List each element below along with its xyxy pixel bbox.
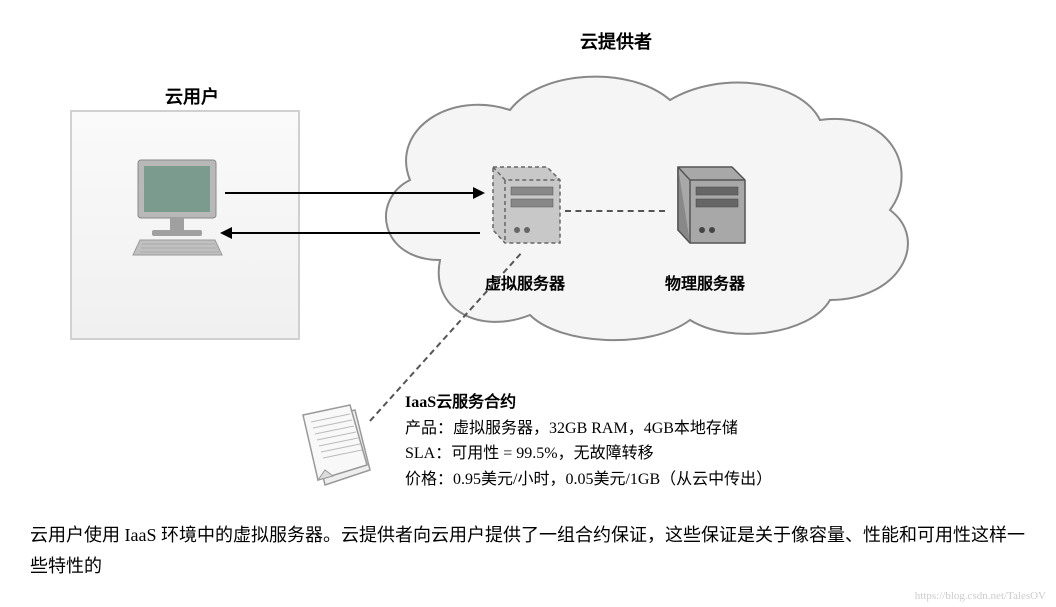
contract-title: IaaS云服务合约 xyxy=(405,390,772,416)
cloud-user-label: 云用户 xyxy=(165,83,219,109)
arrow-to-cloud-head xyxy=(473,187,485,199)
contract-product-value: 虚拟服务器，32GB RAM，4GB本地存储 xyxy=(453,420,738,437)
physical-server-icon xyxy=(660,155,750,250)
contract-price-value: 0.95美元/小时，0.05美元/1GB（从云中传出） xyxy=(453,471,772,488)
cloud-provider-label: 云提供者 xyxy=(580,28,652,54)
arrow-to-cloud xyxy=(225,192,473,194)
cloud-icon xyxy=(360,60,930,350)
virtual-server-icon xyxy=(475,155,565,250)
document-icon xyxy=(295,400,385,500)
contract-sla-label: SLA： xyxy=(405,445,451,462)
arrow-from-cloud xyxy=(232,232,480,234)
arrow-from-cloud-head xyxy=(220,227,232,239)
physical-server-label: 物理服务器 xyxy=(650,270,760,294)
caption-text: 云用户使用 IaaS 环境中的虚拟服务器。云提供者向云用户提供了一组合约保证，这… xyxy=(30,520,1026,581)
contract-price-label: 价格： xyxy=(405,471,453,488)
contract-sla-value: 可用性 = 99.5%，无故障转移 xyxy=(451,445,653,462)
server-link-dashed xyxy=(565,210,665,212)
contract-text-block: IaaS云服务合约 产品：虚拟服务器，32GB RAM，4GB本地存储 SLA：… xyxy=(405,390,772,492)
watermark-text: https://blog.csdn.net/TalesOV xyxy=(915,590,1046,602)
monitor-icon xyxy=(130,155,225,260)
diagram-container: 云提供者 云用户 xyxy=(0,0,1056,607)
contract-product-label: 产品： xyxy=(405,420,453,437)
contract-price-line: 价格：0.95美元/小时，0.05美元/1GB（从云中传出） xyxy=(405,467,772,493)
contract-product-line: 产品：虚拟服务器，32GB RAM，4GB本地存储 xyxy=(405,416,772,442)
contract-sla-line: SLA：可用性 = 99.5%，无故障转移 xyxy=(405,441,772,467)
